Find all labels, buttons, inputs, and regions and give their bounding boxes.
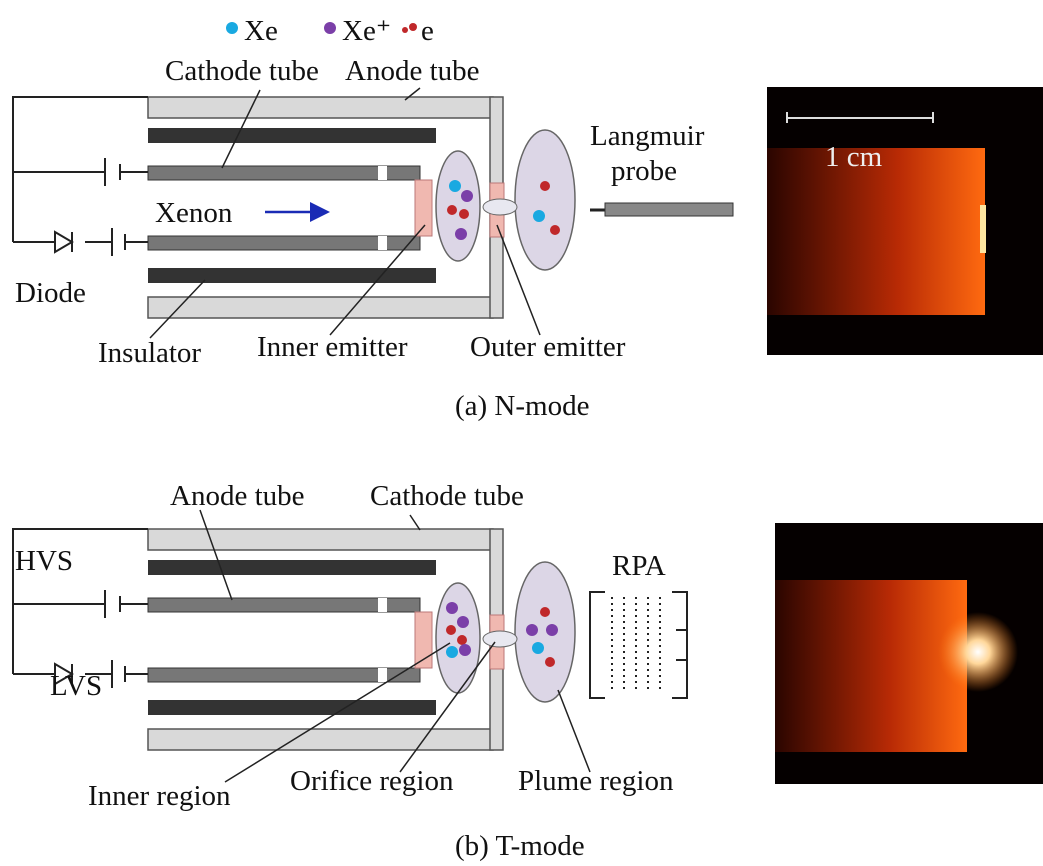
shape-rect (378, 236, 387, 250)
particle (532, 642, 544, 654)
region (483, 199, 517, 215)
label: Diode (15, 277, 86, 309)
page: {"legend": {"items": ["Xe", "Xe⁺", "e"]}… (0, 0, 1043, 866)
wire (590, 592, 687, 698)
label: Cathode tube (165, 55, 319, 87)
label: Cathode tube (370, 480, 524, 512)
label: Inner region (88, 780, 231, 812)
particle (446, 646, 458, 658)
wire (13, 97, 148, 242)
label: Xe⁺ (342, 15, 391, 47)
particle (226, 22, 238, 34)
wire (55, 232, 72, 252)
shape-rect (148, 128, 436, 143)
particle (457, 616, 469, 628)
label: Xe (244, 15, 278, 47)
shape-rect (605, 203, 733, 216)
particle (324, 22, 336, 34)
label: (b) T-mode (455, 830, 585, 862)
particle (550, 225, 560, 235)
shape-rect (767, 148, 985, 315)
particle (447, 205, 457, 215)
particle (455, 228, 467, 240)
label: Insulator (98, 337, 201, 369)
particle (540, 181, 550, 191)
label: Orifice region (290, 765, 454, 797)
particle (938, 612, 1018, 692)
label: (a) N-mode (455, 390, 589, 422)
particle (409, 23, 417, 31)
particle (457, 635, 467, 645)
particle (546, 624, 558, 636)
panel-copy (13, 529, 575, 750)
label: Langmuir (590, 120, 705, 152)
shape-rect (148, 297, 493, 318)
label: Anode tube (170, 480, 305, 512)
shape-rect (148, 268, 436, 283)
tube-group (13, 97, 575, 318)
label: RPA (612, 550, 666, 582)
region (436, 151, 480, 261)
particle (449, 180, 461, 192)
label: e (421, 15, 434, 47)
label: Xenon (155, 197, 233, 229)
particle (461, 190, 473, 202)
wire (612, 597, 660, 692)
shape-rect (775, 580, 967, 752)
label: Inner emitter (257, 331, 408, 363)
label: probe (611, 155, 677, 187)
label: Outer emitter (470, 331, 626, 363)
diagram: Xe Xe⁺ e Cathode tube Anode tube Xenon D… (0, 0, 1043, 866)
shape-rect (148, 97, 493, 118)
body: Xe Xe⁺ e Cathode tube Anode tube Xenon D… (0, 0, 1043, 866)
shape-rect (378, 166, 387, 180)
particle (402, 27, 408, 33)
label: HVS (15, 545, 73, 577)
particle (540, 607, 550, 617)
shape-rect (980, 205, 986, 253)
label: 1 cm (825, 141, 883, 173)
particle (533, 210, 545, 222)
label: LVS (50, 670, 102, 702)
label: Plume region (518, 765, 674, 797)
particle (446, 625, 456, 635)
particle (459, 644, 471, 656)
region (515, 130, 575, 270)
particle (545, 657, 555, 667)
particle (446, 602, 458, 614)
particle (526, 624, 538, 636)
label: Anode tube (345, 55, 480, 87)
particle (459, 209, 469, 219)
